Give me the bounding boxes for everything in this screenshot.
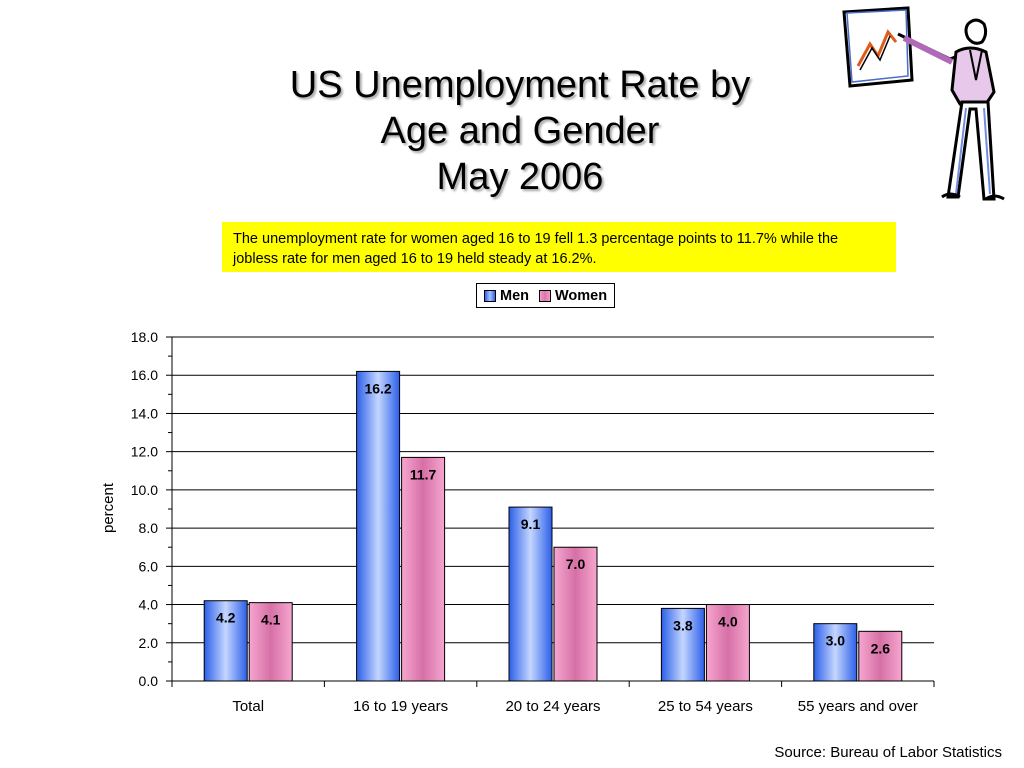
bar-men-2 [508, 506, 553, 682]
x-tick-label: 25 to 54 years [658, 698, 753, 715]
bar-women-4 [858, 630, 903, 682]
page-title: US Unemployment Rate by Age and Gender M… [180, 62, 860, 200]
legend-swatch-women [539, 289, 551, 302]
data-label-men-3: 3.8 [673, 617, 693, 633]
y-tick-label: 4.0 [139, 597, 159, 613]
data-label-women-4: 2.6 [871, 640, 891, 656]
bar-men-4 [813, 623, 858, 682]
legend-label-men: Men [500, 287, 529, 304]
gridlines [172, 336, 934, 644]
data-label-men-0: 4.2 [216, 610, 236, 626]
bar-men-0 [203, 600, 248, 682]
x-tick-label: 20 to 24 years [505, 698, 600, 715]
y-tick-label: 16.0 [131, 367, 158, 383]
y-tick-label: 14.0 [131, 405, 158, 421]
data-label-women-1: 11.7 [410, 466, 437, 482]
data-label-women-3: 4.0 [718, 614, 738, 630]
data-label-men-1: 16.2 [364, 380, 391, 396]
bar-men-3 [660, 607, 705, 682]
y-tick-label: 12.0 [131, 444, 158, 460]
x-tick-label: Total [232, 698, 264, 715]
legend-swatch-men [484, 289, 496, 302]
y-tick-label: 8.0 [139, 520, 159, 536]
title-line-2: Age and Gender [380, 110, 660, 152]
bar-women-1 [401, 456, 446, 682]
data-label-men-4: 3.0 [826, 633, 846, 649]
chart-legend: Men Women [476, 283, 616, 308]
bar-men-1 [356, 370, 401, 682]
y-tick-label: 10.0 [131, 482, 158, 498]
data-label-men-2: 9.1 [521, 516, 541, 532]
y-axis-label: percent [100, 482, 117, 533]
bars [203, 370, 903, 682]
y-tick-label: 2.0 [139, 635, 159, 651]
callout-text: The unemployment rate for women aged 16 … [233, 231, 839, 267]
title-line-1: US Unemployment Rate by [289, 64, 751, 106]
legend-label-women: Women [555, 287, 608, 304]
bar-women-0 [248, 602, 293, 682]
title-line-3: May 2006 [436, 156, 604, 198]
legend-item-women: Women [539, 288, 607, 304]
legend-item-men: Men [484, 288, 529, 304]
bar-women-2 [553, 546, 598, 682]
axes: 0.0 2.0 4.0 6.0 8.0 10.0 12.0 14.0 16.0 18.0 Total… [131, 329, 935, 715]
x-tick-label: 55 years and over [798, 698, 918, 715]
source-note: Source: Bureau of Labor Statistics [774, 744, 1002, 761]
presenter-clipart [842, 6, 1005, 201]
y-tick-label: 6.0 [139, 558, 159, 574]
callout-box: The unemployment rate for women aged 16 … [222, 222, 896, 272]
data-labels: 4.2 4.1 16.2 11.7 9.1 7.0 3.8 4.0 3.0 2.6 [216, 380, 890, 656]
x-tick-label: 16 to 19 years [353, 698, 448, 715]
y-tick-label: 0.0 [139, 673, 159, 689]
board-shape [842, 6, 914, 88]
data-label-women-0: 4.1 [261, 612, 281, 628]
y-tick-label: 18.0 [131, 329, 158, 345]
bar-women-3 [705, 604, 750, 682]
data-label-women-2: 7.0 [566, 556, 586, 572]
